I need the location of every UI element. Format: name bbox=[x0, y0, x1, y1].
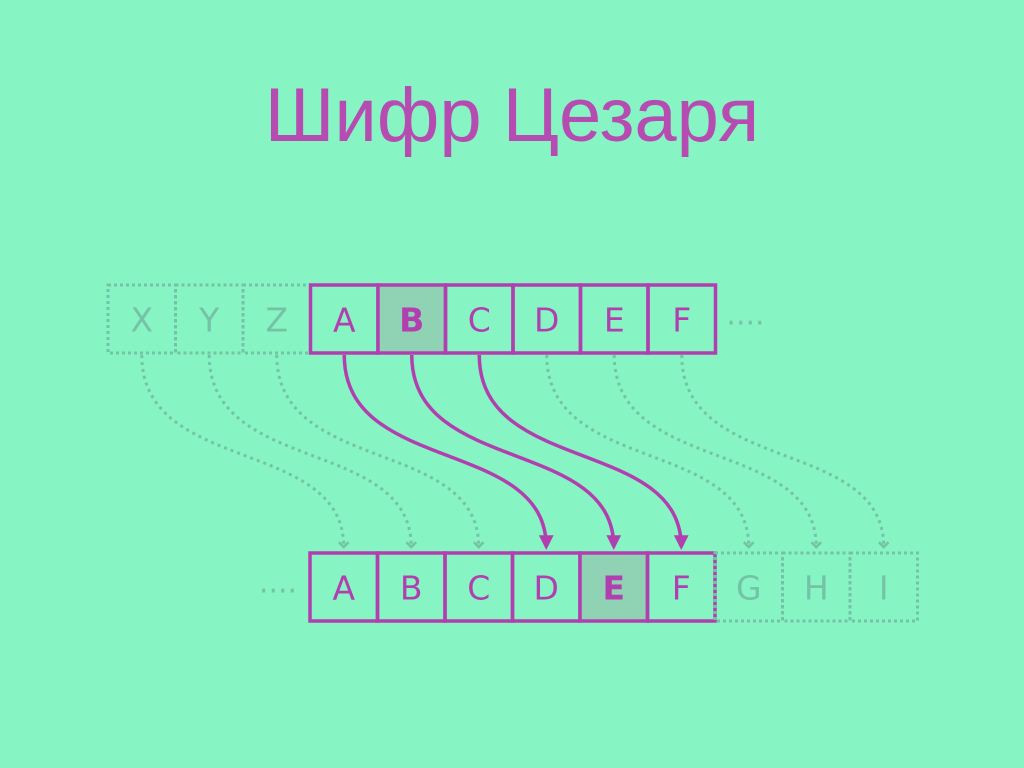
letter-cell-text: B bbox=[399, 301, 424, 340]
shift-arrow-f-to-i bbox=[680, 354, 890, 549]
letter-cell-text: F bbox=[672, 569, 691, 608]
letter-cell-box bbox=[713, 551, 784, 623]
letter-cell-text: I bbox=[879, 569, 889, 608]
bottom-cell-b: B bbox=[375, 551, 447, 623]
letter-cell-box bbox=[781, 551, 852, 623]
letter-cell-text: A bbox=[333, 301, 356, 340]
letter-cell-text: Z bbox=[265, 301, 288, 340]
letter-cell-text: H bbox=[804, 569, 829, 608]
top-cell-f: F bbox=[646, 283, 718, 355]
letter-cell-box bbox=[106, 283, 177, 355]
bottom-cell-d: D bbox=[510, 551, 582, 623]
letter-cell-text: B bbox=[400, 569, 423, 608]
letter-cell-text: D bbox=[534, 569, 559, 608]
top-cell-b: B bbox=[376, 283, 448, 355]
shift-arrow-d-to-g bbox=[545, 354, 755, 549]
shift-arrow-b-to-e bbox=[410, 354, 622, 550]
letter-cell-box bbox=[848, 551, 919, 623]
top-cell-z: Z bbox=[241, 283, 312, 355]
top-row-ellipsis: .... bbox=[726, 298, 764, 333]
top-cell-e: E bbox=[578, 283, 650, 355]
top-cell-y: Y bbox=[174, 283, 245, 355]
shift-arrow-y-to-b bbox=[207, 354, 417, 549]
bottom-cell-e: E bbox=[578, 551, 650, 623]
bottom-row-ellipsis: .... bbox=[259, 566, 297, 601]
bottom-cell-h: H bbox=[781, 551, 852, 623]
bottom-cell-a: A bbox=[308, 551, 380, 623]
bottom-cell-c: C bbox=[443, 551, 515, 623]
shift-arrow-c-to-f bbox=[477, 354, 689, 550]
letter-cell-box bbox=[646, 283, 718, 355]
bottom-cell-g: G bbox=[713, 551, 784, 623]
letter-cell-box bbox=[241, 283, 312, 355]
top-cell-x: X bbox=[106, 283, 177, 355]
top-cell-d: D bbox=[511, 283, 583, 355]
top-cell-c: C bbox=[443, 283, 515, 355]
shift-arrow-x-to-a bbox=[140, 354, 350, 549]
letter-cell-text: D bbox=[534, 301, 559, 340]
solid-shift-arrows bbox=[342, 354, 689, 550]
bottom-cell-f: F bbox=[645, 551, 717, 623]
shift-arrow-a-to-d bbox=[342, 354, 554, 550]
bottom-cell-i: I bbox=[848, 551, 919, 623]
letter-cell-text: C bbox=[468, 301, 491, 340]
page-title: Шифр Цезаря bbox=[264, 73, 760, 158]
ciphertext-alphabet-row: A B C D E F G H I.... bbox=[259, 551, 919, 623]
letter-cell-text: A bbox=[332, 569, 355, 608]
shift-arrow-e-to-h bbox=[612, 354, 822, 549]
top-cell-a: A bbox=[308, 283, 380, 355]
letter-cell-text: Y bbox=[198, 301, 220, 340]
letter-cell-text: F bbox=[672, 301, 691, 340]
letter-cell-text: E bbox=[604, 301, 625, 340]
letter-cell-text: E bbox=[602, 569, 625, 608]
letter-cell-text: G bbox=[736, 569, 762, 608]
shift-arrow-z-to-c bbox=[275, 354, 485, 549]
plaintext-alphabet-row: X Y Z A B C D E F.... bbox=[106, 283, 765, 355]
letter-cell-text: C bbox=[467, 569, 490, 608]
faded-shift-arrows bbox=[140, 354, 890, 549]
letter-cell-box bbox=[174, 283, 245, 355]
letter-cell-text: X bbox=[130, 301, 153, 340]
